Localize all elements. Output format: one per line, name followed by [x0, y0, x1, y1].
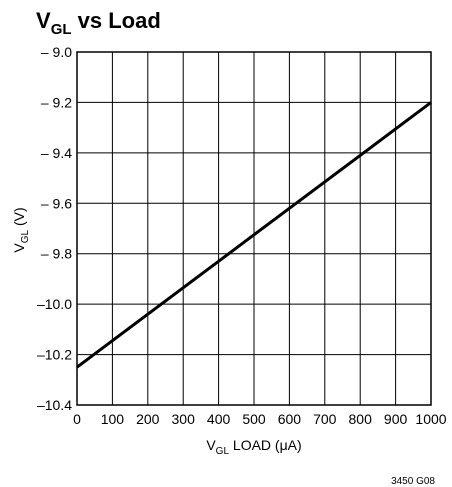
y-tick-label: – 9.8 [41, 246, 72, 262]
x-tick-label: 400 [207, 411, 231, 427]
y-tick-label: –10.2 [37, 347, 72, 363]
x-tick-label: 800 [349, 411, 373, 427]
y-tick-label: –10.4 [37, 397, 72, 413]
y-tick-label: – 9.2 [41, 94, 72, 110]
x-tick-label: 900 [384, 411, 408, 427]
chart-title-sub: GL [51, 21, 72, 38]
y-axis-label: VGL (V) [11, 207, 31, 252]
x-tick-label: 0 [73, 411, 81, 427]
series-line [76, 101, 432, 369]
y-tick-label: – 9.0 [41, 44, 72, 60]
figure-code: 3450 G08 [391, 476, 435, 487]
x-axis-label-rest: LOAD (μA) [229, 437, 302, 453]
y-tick-label: – 9.6 [41, 195, 72, 211]
y-axis-label-sub: GL [20, 230, 31, 244]
x-tick-label: 600 [278, 411, 302, 427]
x-tick-label: 300 [172, 411, 196, 427]
y-axis-label-main: V [11, 243, 27, 253]
x-axis-label: VGL LOAD (μA) [206, 437, 301, 457]
y-tick-labels: – 9.0 – 9.2 – 9.4 – 9.6 – 9.8 –10.0 –10.2 –10.4 [37, 44, 72, 413]
x-tick-label: 100 [101, 411, 125, 427]
chart-title-rest: vs Load [72, 8, 161, 33]
x-tick-label: 500 [242, 411, 266, 427]
grid [76, 51, 432, 406]
y-tick-label: – 9.4 [41, 145, 72, 161]
plot-frame [76, 51, 432, 406]
x-axis-label-main: V [206, 437, 216, 453]
x-tick-label: 1000 [415, 411, 446, 427]
y-tick-label: –10.0 [37, 296, 72, 312]
x-tick-labels: 0 100 200 300 400 500 600 700 800 900 1000 [73, 411, 447, 427]
series-layer [76, 101, 432, 369]
x-tick-label: 200 [136, 411, 160, 427]
x-axis-label-sub: GL [216, 446, 230, 457]
chart-title: VGL vs Load [36, 8, 161, 38]
y-axis-label-rest: (V) [11, 207, 27, 230]
chart-title-main: V [36, 8, 51, 33]
x-tick-label: 700 [313, 411, 337, 427]
